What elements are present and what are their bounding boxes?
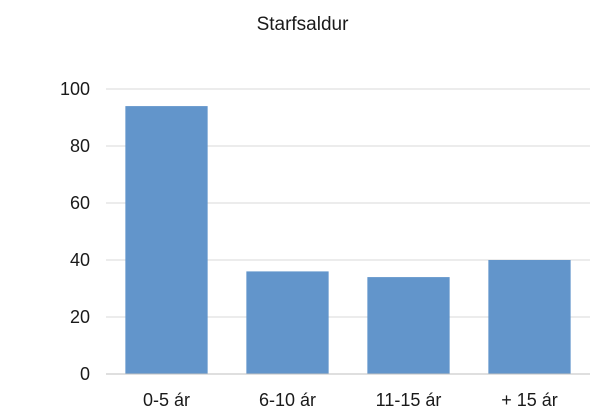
chart-title: Starfsaldur [256,14,349,35]
y-tick-label: 60 [70,193,90,213]
bar [246,271,329,374]
y-tick-label: 100 [60,79,90,99]
x-tick-label: 0-5 ár [143,390,190,410]
bar [125,106,208,374]
x-tick-label: + 15 ár [501,390,558,410]
bars [125,106,571,374]
x-tick-label: 11-15 ár [376,390,442,410]
bar [367,277,450,374]
bar [488,260,571,374]
x-tick-labels: 0-5 ár 6-10 ár 11-15 ár + 15 ár [143,390,558,410]
x-tick-label: 6-10 ár [259,390,316,410]
y-tick-labels: 0 20 40 60 80 100 [60,79,90,384]
y-tick-label: 40 [70,250,90,270]
y-tick-label: 80 [70,136,90,156]
y-tick-label: 20 [70,307,90,327]
y-tick-label: 0 [80,364,90,384]
